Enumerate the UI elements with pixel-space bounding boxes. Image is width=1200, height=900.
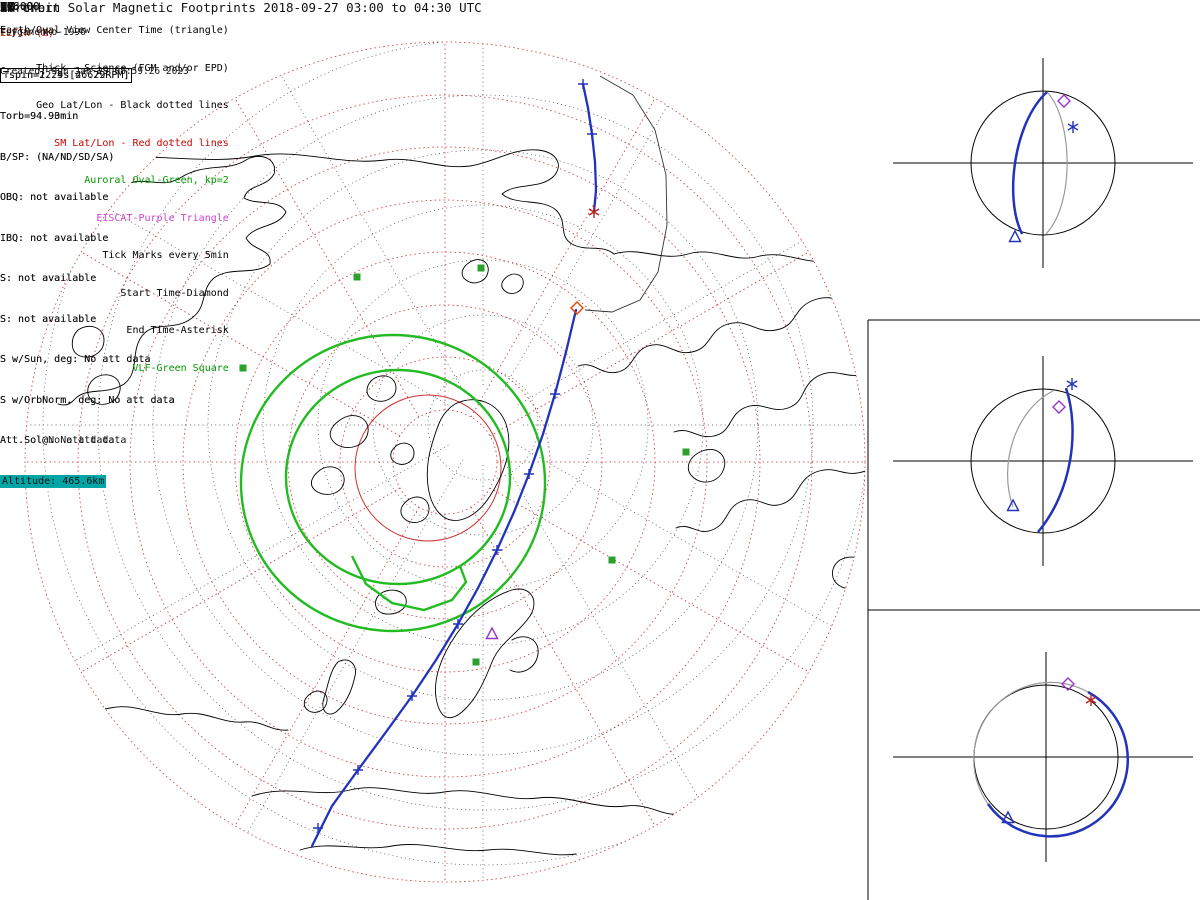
panel1-axis-bottom: -Z <box>0 0 15 14</box>
orbit-asterisk-yz <box>1085 694 1097 706</box>
legend-line: Auroral Oval-Green, kp=2 <box>84 175 229 186</box>
legend-line: Earth/Oval View Center Time (triangle) <box>0 25 229 36</box>
orbit-arc-blue-yz <box>986 690 1129 838</box>
panel1-axis-right: X <box>0 0 8 14</box>
orbit-arc-blue-xz <box>1011 91 1048 235</box>
mlt-label-00: 00:00 <box>0 0 34 13</box>
auroral-oval-outer <box>239 333 547 633</box>
orbit-asterisk-xz <box>1067 121 1079 133</box>
elfin-b-altitude: Altitude: 465.6km <box>0 474 107 488</box>
legend-line: SM Lat/Lon - Red dotted lines <box>54 137 229 149</box>
sm-grid-radials <box>25 42 865 882</box>
elfin-b-attsol: Att.Sol@: No att data <box>0 435 127 446</box>
orbit-panel-yz <box>893 652 1193 862</box>
panel2-axis-bottom: -Y <box>0 0 15 14</box>
earth-circle-xz <box>970 90 1116 236</box>
elfin-b-name: ELFIN (B) <box>0 28 55 39</box>
footprint-track-top <box>581 82 598 214</box>
panel3-axis-bottom: -Z <box>0 0 15 14</box>
panel3-axis-left: -Y <box>0 0 15 14</box>
panel2-axis-right: X <box>0 0 8 14</box>
orbit-arc-gray-xz <box>1045 91 1068 235</box>
mlt-label-12: 12:00 <box>0 0 34 13</box>
map-legend: Earth/Oval View Center Time (triangle) T… <box>0 0 229 388</box>
elfin-a-torb: Torb=94.93min <box>0 111 79 122</box>
geo-grid <box>25 42 865 882</box>
panel1-axis-top: Z <box>0 0 8 14</box>
elfin-b-s2: S: not available <box>0 313 97 325</box>
eiscat-triangle-marker <box>485 626 499 640</box>
elfin-a-name: ELFIN (A) <box>0 28 55 39</box>
elfin-b-torb: Torb=94.90min <box>0 111 79 122</box>
orbit-diamond-xz <box>1057 94 1071 108</box>
orbit-panel-xy <box>893 356 1193 566</box>
elfin-a-s1: S: not available <box>0 273 97 284</box>
panel-dividers <box>867 319 1200 900</box>
panel1-axis-left: -X <box>0 0 15 14</box>
elfin-b-s1: S: not available <box>0 273 97 284</box>
mlt-label-06: 06:00 <box>6 0 40 13</box>
panel2-axis-top: Y <box>0 0 8 14</box>
panel3-axis-right: Y <box>0 0 8 14</box>
elfin-b-sun: S w/Sun, deg: No att data <box>0 354 151 365</box>
elfin-b-obq: OBQ: not available <box>0 192 109 203</box>
created-label: Created: Sun Jan 29 08:59:26 2023 <box>0 66 189 77</box>
geo-grid-meridians <box>25 42 865 882</box>
elfin-b-bsp: B/SP: (NA/ND/SD/SA) <box>0 151 115 163</box>
orbit-asterisk-xy <box>1066 378 1078 390</box>
orbit-arc-blue-xy <box>1037 387 1074 533</box>
auroral-oval-extra <box>350 555 468 612</box>
earth-circle-xy <box>970 388 1116 534</box>
orbit-arc-gray-yz <box>973 681 1089 805</box>
nonscience-orbit-line <box>584 75 668 313</box>
tick-cross-markers-top <box>578 79 597 139</box>
end-asterisk-marker <box>588 206 600 218</box>
orbit-arc-gray-xy <box>1006 390 1054 508</box>
elfin-b-tspin: Tspin=2.24s[26.72RPM] <box>0 67 175 83</box>
orbit-triangle-xy <box>1006 498 1020 512</box>
sm-orbit-title: SM orbit <box>0 0 61 15</box>
auroral-oval <box>239 333 547 633</box>
model-label: Tsyganenko-1996 <box>0 27 86 38</box>
mlt-label-18: 18:00 <box>6 0 40 13</box>
legend-line: Thick - Science (FGM and/or EPD) <box>36 62 229 74</box>
panel2-axis-left: -X <box>0 0 15 14</box>
legend-line: End Time-Asterisk <box>126 325 229 336</box>
orbit-panel-xz <box>893 58 1193 268</box>
legend-line: Tick Marks every 5min <box>102 250 229 261</box>
elfin-a-orbnorm: S w/OrbNorm, deg: No att data <box>0 394 175 406</box>
orbit-diamond-yz <box>1061 677 1075 691</box>
panel3-axis-top: Z <box>0 0 8 14</box>
elfin-a-ibq: IBQ: not available <box>0 232 109 244</box>
elfin-b-info: ELFIN (B) Tspin=2.24s[26.72RPM] Torb=94.… <box>0 0 175 502</box>
orbit-triangle-yz <box>1001 810 1015 824</box>
legend-line: EISCAT-Purple Triangle <box>96 212 229 224</box>
elfin-b-ibq: IBQ: not available <box>0 232 109 244</box>
legend-line: Start Time-Diamond <box>120 287 229 299</box>
orbit-triangle-xz <box>1008 229 1022 243</box>
footer: Tsyganenko-1996 Created: Sun Jan 29 08:5… <box>0 0 189 91</box>
elfin-a-s2: S: not available <box>0 313 97 325</box>
elfin-a-sun: S w/Sun, deg: No att data <box>0 354 151 365</box>
elfin-a-bsp: B/SP: (NA/ND/SD/SA) <box>0 151 115 163</box>
start-diamond-marker <box>570 301 584 315</box>
legend-line: VLF-Green Square <box>132 362 229 374</box>
tick-cross-markers-main <box>313 389 560 833</box>
elfin-a-obq: OBQ: not available <box>0 192 109 203</box>
elfin-a-attsol: Att.Sol@No att data <box>0 435 115 446</box>
inner-sm-circle <box>354 394 502 542</box>
coastlines <box>31 149 865 856</box>
legend-line: Geo Lat/Lon - Black dotted lines <box>36 100 229 111</box>
sm-grid <box>24 41 866 883</box>
orbit-diamond-xy <box>1052 400 1066 414</box>
footprint-track-main <box>310 308 578 848</box>
page-title: Northern Solar Magnetic Footprints 2018-… <box>0 0 482 15</box>
elfin-b-orbnorm: S w/OrbNorm, deg: No att data <box>0 394 175 406</box>
auroral-oval-inner <box>284 368 512 586</box>
